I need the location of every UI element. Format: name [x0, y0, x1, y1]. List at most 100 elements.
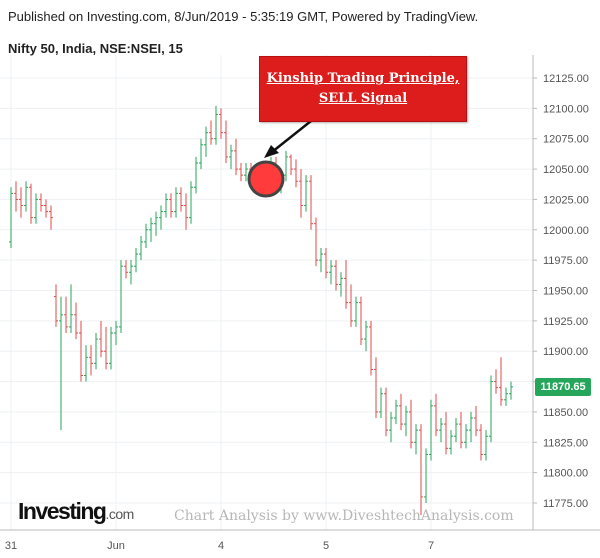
time-tick-label: 4 [218, 540, 224, 552]
ohlc-bar [214, 105, 218, 145]
ohlc-bar [429, 399, 433, 461]
ohlc-bar [404, 405, 408, 437]
ohlc-bar [24, 181, 28, 212]
ohlc-bar [489, 375, 493, 443]
time-tick-label: Jun [107, 540, 125, 552]
ohlc-bar [49, 205, 53, 230]
ohlc-bar [399, 393, 403, 431]
ohlc-bar [454, 418, 458, 443]
price-tick-label: 11850.00 [543, 407, 588, 419]
ohlc-bar [504, 387, 508, 406]
ohlc-bar [494, 369, 498, 394]
ohlc-bar [129, 260, 133, 285]
ohlc-bar [139, 235, 143, 261]
price-tick-label: 12000.00 [543, 225, 589, 237]
ohlc-bar [124, 260, 128, 279]
ohlc-bar [119, 260, 123, 333]
ohlc-bar [319, 248, 323, 273]
ohlc-bar [199, 138, 203, 170]
ohlc-bar [394, 399, 398, 425]
ohlc-bar [334, 260, 338, 291]
price-axis[interactable]: 11775.0011800.0011825.0011850.0011875.00… [533, 73, 589, 510]
ohlc-bar [379, 387, 383, 418]
ohlc-bar [339, 272, 343, 297]
ohlc-bar [189, 181, 193, 224]
price-tick-label: 11925.00 [543, 316, 588, 328]
ohlc-bar [9, 187, 13, 248]
ohlc-bar [64, 296, 68, 333]
ohlc-bar [414, 424, 418, 455]
ohlc-bar [224, 120, 228, 163]
ohlc-bar [229, 144, 233, 170]
time-tick-label: 7 [428, 540, 434, 552]
logo-suffix: .com [105, 506, 134, 522]
ohlc-bar [299, 169, 303, 218]
sell-signal-annotation: Kinship Trading Principle, SELL Signal [259, 56, 467, 122]
ohlc-bar [309, 175, 313, 230]
ohlc-bar [239, 163, 243, 182]
chart-header: Published on Investing.com, 8/Jun/2019 -… [8, 8, 593, 58]
annotation-title: Kinship Trading Principle, [266, 71, 460, 86]
ohlc-bar [134, 248, 138, 273]
price-tick-label: 11900.00 [543, 346, 588, 358]
ohlc-bar [184, 193, 188, 230]
ohlc-bar [74, 302, 78, 340]
ohlc-bar [89, 345, 93, 376]
time-tick-label: 31 [5, 540, 17, 552]
ohlc-bar [109, 326, 113, 370]
price-tick-label: 11825.00 [543, 437, 588, 449]
ohlc-bar [364, 320, 368, 352]
ohlc-bar [434, 393, 438, 437]
ohlc-bar [39, 193, 43, 212]
signal-arrow [264, 120, 312, 158]
ohlc-bar [169, 193, 173, 218]
ohlc-bar [164, 193, 168, 218]
ohlc-bar [99, 320, 103, 358]
ohlc-bar [219, 108, 223, 139]
ohlc-bar [474, 405, 478, 437]
ohlc-bar [94, 333, 98, 370]
annotation-subtitle: SELL Signal [318, 91, 408, 106]
investing-logo: Investing.com [18, 498, 134, 525]
ohlc-bar [209, 120, 213, 145]
price-tick-label: 12100.00 [543, 103, 589, 115]
ohlc-bar [84, 345, 88, 382]
ohlc-bar [409, 399, 413, 449]
ohlc-bar [14, 181, 18, 212]
ohlc-bar [444, 411, 448, 455]
ohlc-bar [464, 424, 468, 449]
ohlc-bar [344, 260, 348, 309]
published-info: Published on Investing.com, 8/Jun/2019 -… [8, 9, 479, 24]
price-tick-label: 11950.00 [543, 286, 588, 298]
price-tick-label: 12125.00 [543, 73, 589, 85]
ohlc-bar [439, 418, 443, 443]
ohlc-bar [359, 296, 363, 346]
ohlc-bar [509, 381, 513, 400]
ohlc-bar [59, 296, 63, 431]
ohlc-bar [234, 138, 238, 176]
ohlc-bar [204, 126, 208, 157]
ohlc-bar [369, 320, 373, 376]
ohlc-bar [459, 411, 463, 449]
ohlc-bar [389, 411, 393, 443]
time-axis[interactable]: 31 Jun 4 5 7 [5, 540, 434, 552]
time-tick-label: 5 [323, 540, 329, 552]
last-price-label: 11870.65 [535, 377, 591, 396]
ohlc-bar [69, 284, 73, 333]
ohlc-bar [424, 448, 428, 503]
grid-lines [0, 55, 533, 530]
ohlc-bar [289, 154, 293, 176]
sell-signal-marker [247, 160, 285, 198]
ohlc-bar [244, 163, 248, 182]
symbol-title: Nifty 50, India, NSE:NSEI, 15 [8, 41, 183, 56]
price-tick-label: 12025.00 [543, 194, 589, 206]
ohlc-bar [144, 223, 148, 248]
ohlc-bar [34, 193, 38, 224]
ohlc-bar [159, 205, 163, 230]
price-tick-label: 12075.00 [543, 134, 589, 146]
ohlc-bar [479, 424, 483, 461]
ohlc-bar [419, 424, 423, 516]
watermark-text: Chart Analysis by www.DiveshtechAnalysis… [174, 508, 514, 524]
ohlc-bar [484, 430, 488, 461]
ohlc-bar [149, 217, 153, 242]
